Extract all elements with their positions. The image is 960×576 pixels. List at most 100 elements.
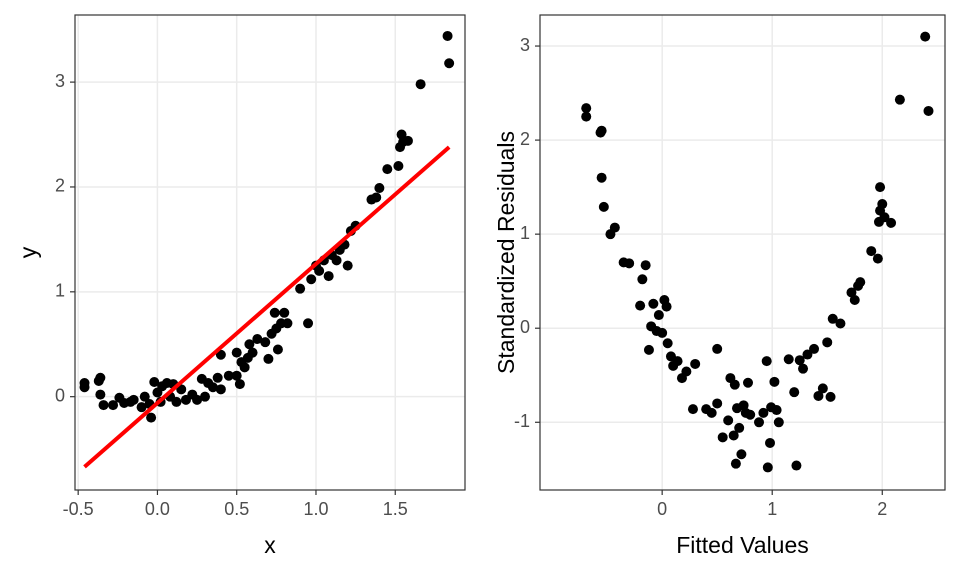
point (231, 370, 242, 381)
point (728, 430, 739, 441)
point (442, 30, 453, 41)
point (657, 327, 668, 338)
point (331, 255, 342, 266)
point (754, 417, 765, 428)
point (598, 201, 609, 212)
y-axis-title: Standardized Residuals (493, 131, 519, 374)
point (706, 407, 717, 418)
point (374, 183, 385, 194)
point (306, 274, 317, 285)
point (789, 387, 800, 398)
point (653, 310, 664, 321)
point (402, 135, 413, 146)
point (95, 372, 106, 383)
x-tick-label: 1.0 (303, 499, 328, 519)
y-tick-label: 3 (520, 35, 530, 55)
point (745, 409, 756, 420)
y-tick-label: 0 (520, 317, 530, 337)
point (765, 437, 776, 448)
point (139, 391, 150, 402)
point (382, 164, 393, 175)
point (866, 246, 877, 257)
point (762, 462, 773, 473)
point (879, 212, 890, 223)
y-axis-title: y (15, 246, 41, 258)
point (269, 307, 280, 318)
point (794, 355, 805, 366)
x-tick-label: 1.5 (383, 499, 408, 519)
fit-line (83, 145, 451, 469)
point (272, 344, 283, 355)
point (822, 337, 833, 348)
x-tick-label: -0.5 (63, 499, 94, 519)
point (314, 265, 325, 276)
point (231, 347, 242, 358)
point (581, 103, 592, 114)
point (736, 449, 747, 460)
point (200, 391, 210, 402)
x-axis-title: x (264, 532, 276, 558)
y-tick-label: 1 (520, 223, 530, 243)
y-tick-label: 1 (55, 281, 65, 301)
point (635, 300, 646, 311)
point (687, 404, 698, 415)
point (263, 353, 274, 364)
point (239, 362, 250, 373)
point (223, 370, 234, 381)
point (171, 396, 182, 407)
y-tick-label: 0 (55, 385, 65, 405)
point (371, 192, 382, 203)
point (802, 349, 813, 360)
point (149, 376, 160, 387)
point (146, 412, 157, 423)
point (637, 274, 648, 285)
point (662, 338, 673, 349)
x-tick-label: 0 (657, 499, 667, 519)
point (771, 405, 782, 416)
point (303, 318, 314, 329)
point (923, 105, 934, 116)
point (596, 125, 607, 136)
point (98, 400, 109, 411)
point (108, 400, 119, 411)
x-tick-label: 1 (767, 499, 777, 519)
x-tick-label: 0.5 (224, 499, 249, 519)
x-tick-label: 0.0 (145, 499, 170, 519)
point (648, 298, 659, 309)
point (758, 407, 769, 418)
point (783, 354, 794, 365)
point (769, 376, 780, 387)
x-tick-label: 2 (877, 499, 887, 519)
point (444, 58, 455, 69)
point (624, 258, 635, 269)
plot-background (540, 15, 945, 490)
point (846, 287, 857, 298)
point (690, 358, 701, 369)
point (215, 384, 226, 395)
point (809, 343, 820, 354)
point (128, 394, 139, 405)
point (661, 301, 672, 312)
y-tick-label: 3 (55, 71, 65, 91)
point (761, 356, 772, 367)
point (672, 356, 683, 367)
point (295, 283, 306, 294)
point (894, 94, 905, 105)
point (212, 372, 223, 383)
point (415, 79, 426, 90)
point (640, 260, 651, 271)
point (920, 31, 931, 42)
point (743, 377, 754, 388)
panel-border (539, 14, 946, 491)
point (734, 422, 745, 433)
y-tick-label: -1 (514, 411, 530, 431)
point (855, 277, 866, 288)
x-axis-title: Fitted Values (676, 532, 809, 558)
point (827, 313, 838, 324)
point (825, 391, 836, 402)
point (234, 379, 245, 390)
point (192, 394, 203, 405)
point (877, 199, 888, 210)
